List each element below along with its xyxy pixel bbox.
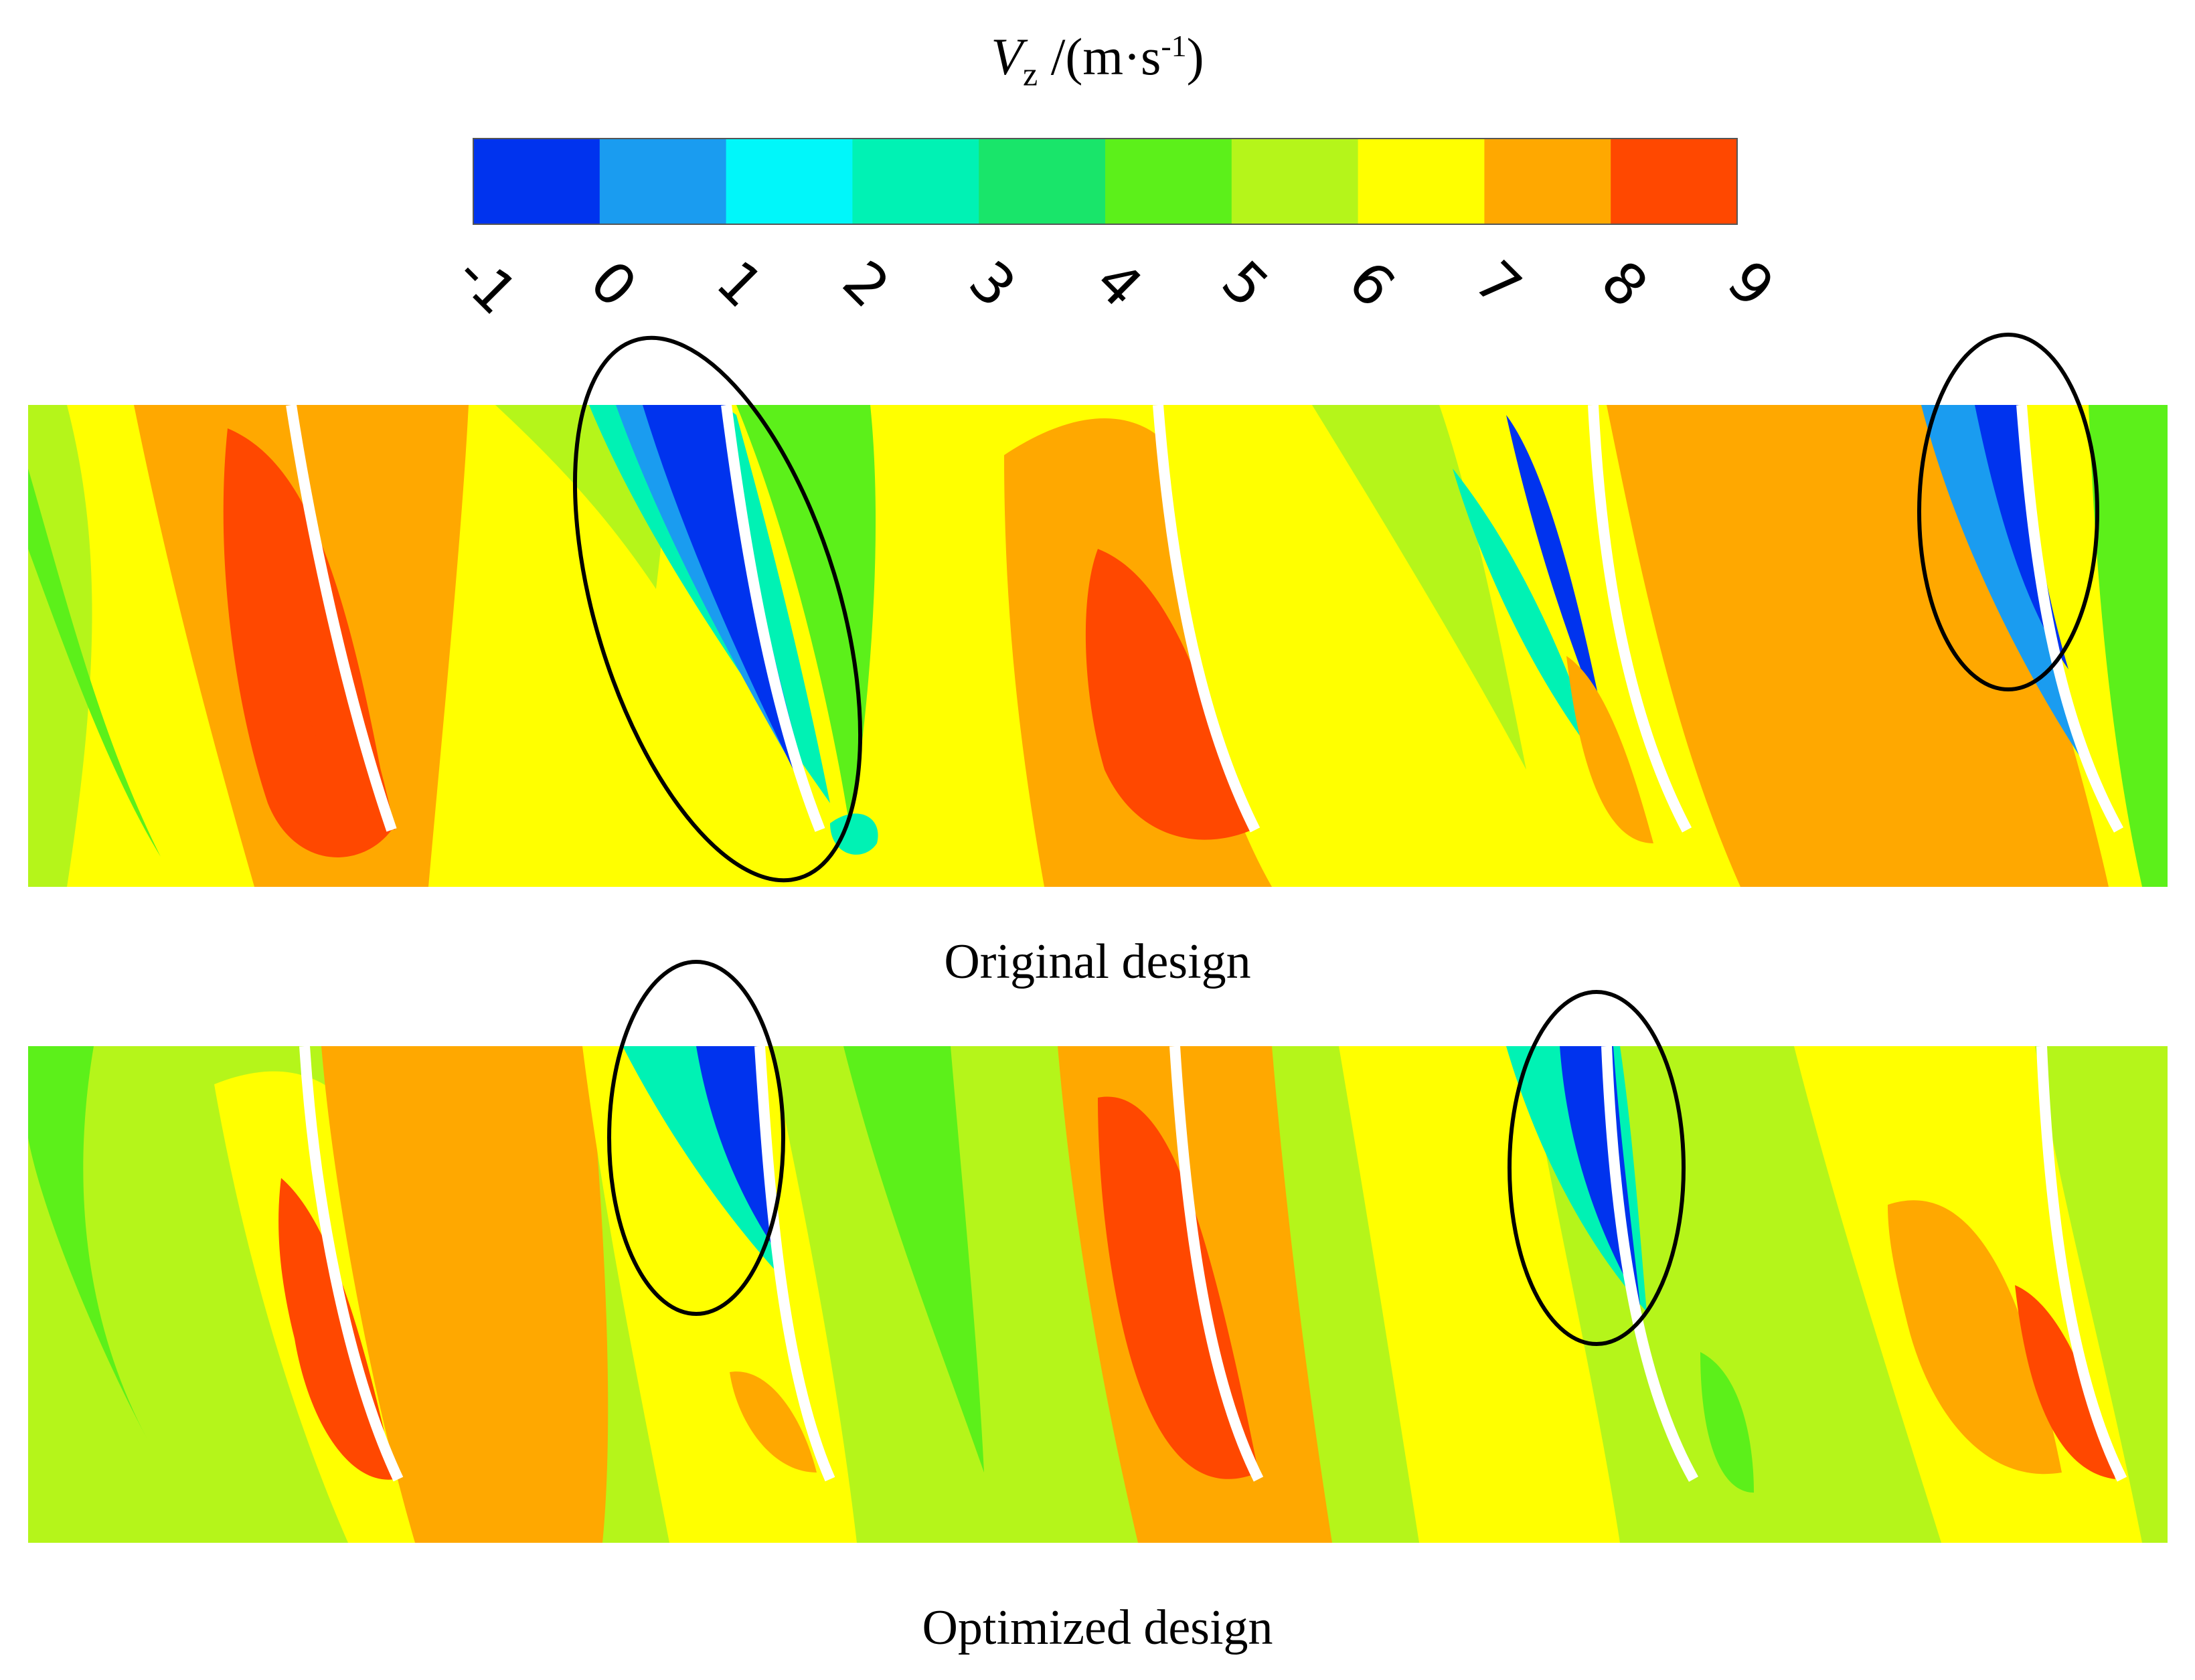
colorbar-tick-label: -1 bbox=[444, 241, 530, 327]
region-yellow bbox=[1339, 1046, 1620, 1543]
region-wake-teal bbox=[830, 813, 878, 855]
blade-optimized-1 bbox=[299, 1046, 404, 1482]
region-green bbox=[2089, 405, 2168, 887]
colorbar-tick-label: 9 bbox=[1715, 248, 1787, 320]
highlight-ellipse-original-1 bbox=[572, 335, 863, 883]
caption-optimized-design: Optimized design bbox=[922, 1600, 1273, 1655]
colorbar-tick-label: 1 bbox=[704, 248, 776, 320]
colorbar bbox=[473, 138, 1738, 225]
colorbar-segment bbox=[852, 139, 979, 224]
region-red bbox=[2015, 1285, 2115, 1479]
colorbar-segment bbox=[1358, 139, 1485, 224]
region-orange bbox=[730, 1371, 817, 1473]
colorbar-tick-label: 6 bbox=[1336, 248, 1408, 320]
highlight-ellipse-optimized-1 bbox=[607, 960, 785, 1316]
region-blue bbox=[1506, 415, 1607, 736]
colorbar-tick-label: 7 bbox=[1462, 248, 1534, 320]
blade-optimized-5 bbox=[2036, 1046, 2127, 1482]
region-orange bbox=[1888, 1200, 2062, 1475]
region-teal bbox=[1453, 469, 1600, 763]
blade-original-1 bbox=[286, 405, 397, 832]
colorbar-title-subscript: z bbox=[1022, 55, 1038, 93]
colorbar-tick-label: 4 bbox=[1083, 248, 1155, 320]
colorbar-tick-label: 8 bbox=[1589, 248, 1660, 320]
blade-optimized-4 bbox=[1601, 1046, 1698, 1482]
colorbar-segment bbox=[473, 139, 600, 224]
highlight-ellipse-optimized-2 bbox=[1508, 990, 1686, 1346]
colorbar-tick-labels: -1 0 1 2 3 4 5 6 7 8 9 bbox=[444, 241, 1787, 327]
colorbar-title-superscript: -1 bbox=[1161, 29, 1187, 63]
colorbar-tick-label: 0 bbox=[578, 248, 649, 320]
blade-optimized-2 bbox=[754, 1046, 835, 1482]
colorbar-segment bbox=[726, 139, 853, 224]
colorbar-title: Vz /(m·s-1) bbox=[0, 27, 2195, 94]
contour-panel-optimized bbox=[28, 1046, 2168, 1543]
blade-original-4 bbox=[1588, 405, 1692, 833]
region-light-green bbox=[1312, 405, 1526, 770]
colorbar-title-unit-close: ) bbox=[1186, 27, 1204, 86]
blade-original-2 bbox=[721, 405, 825, 832]
region-green bbox=[843, 1046, 984, 1473]
colorbar-segment bbox=[1611, 139, 1738, 224]
region-blue bbox=[643, 405, 803, 790]
colorbar-segment bbox=[599, 139, 727, 224]
region-green bbox=[28, 1046, 147, 1439]
blade-original-3 bbox=[1153, 405, 1261, 833]
colorbar-title-unit: /(m·s bbox=[1038, 27, 1161, 86]
region-orange bbox=[321, 1046, 608, 1543]
highlight-ellipse-original-2 bbox=[1917, 333, 2099, 691]
blade-optimized-3 bbox=[1169, 1046, 1264, 1482]
colorbar-segment bbox=[1105, 139, 1232, 224]
caption-original-design: Original design bbox=[944, 934, 1251, 989]
colorbar-border bbox=[473, 138, 1738, 225]
region-orange bbox=[1566, 656, 1653, 843]
region-green bbox=[736, 405, 876, 830]
colorbar-segment bbox=[1231, 139, 1359, 224]
contour-panel-original bbox=[28, 405, 2168, 887]
region-green bbox=[1700, 1352, 1754, 1493]
region-red bbox=[1085, 549, 1252, 840]
blade-original-5 bbox=[2016, 405, 2124, 833]
colorbar-tick-label: 3 bbox=[957, 248, 1028, 320]
colorbar-segment bbox=[1484, 139, 1611, 224]
colorbar-segment bbox=[979, 139, 1106, 224]
colorbar-tick-label: 5 bbox=[1210, 248, 1281, 320]
colorbar-tick-label: 2 bbox=[830, 248, 902, 320]
region-blue bbox=[696, 1046, 777, 1252]
colorbar-title-variable: V bbox=[991, 27, 1023, 86]
region-light-blue bbox=[1921, 405, 2089, 770]
